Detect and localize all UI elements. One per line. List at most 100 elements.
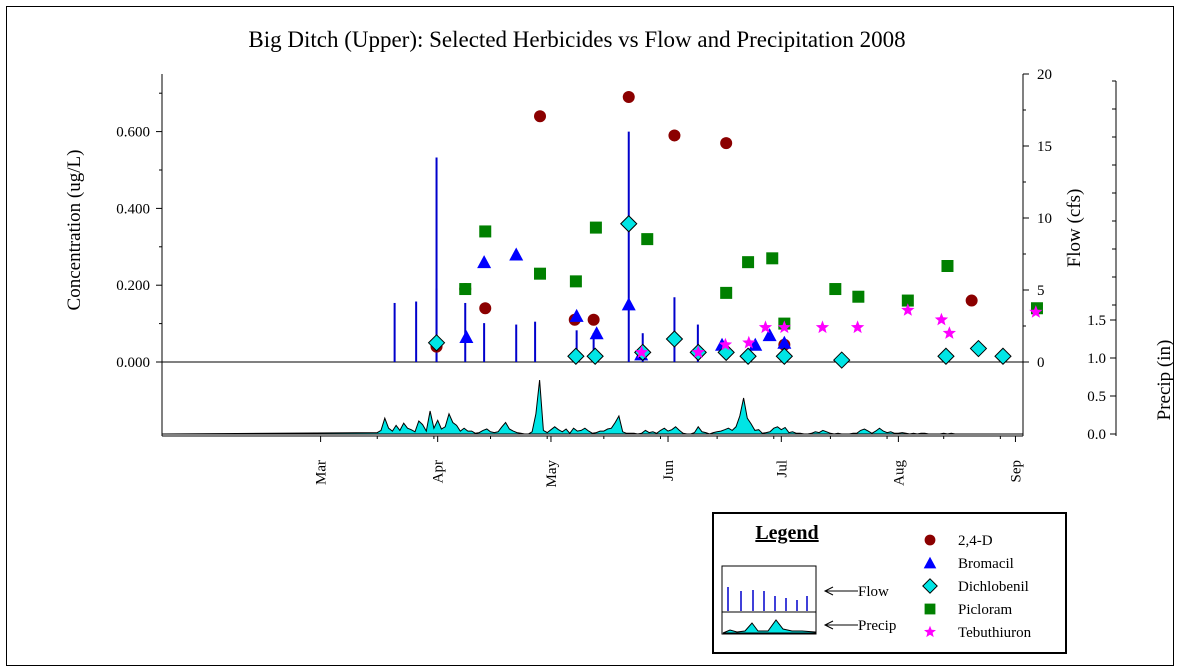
- y-axis-label: Concentration (ug/L): [64, 150, 85, 311]
- precip-area: [161, 379, 963, 435]
- dichlobenil-point: [775, 347, 794, 365]
- precip-axis-label: Precip (in): [1154, 340, 1175, 421]
- picloram-point: [641, 233, 654, 246]
- axis-ticks: 0.000 0.200 0.400 0.600 0 5 10 15 20 0.0 0.5 1.0 1.5…: [116, 67, 1116, 488]
- x-tick-label: Mar: [314, 460, 330, 485]
- dichlobenil-point: [620, 215, 638, 233]
- y-tick-label: 0.200: [116, 278, 150, 294]
- dichlobenil-point: [833, 351, 851, 369]
- picloram-point: [901, 294, 914, 307]
- picloram-point: [829, 283, 842, 296]
- picloram-point: [459, 283, 472, 296]
- y-tick-label: 0.600: [116, 125, 150, 141]
- x-tick-label: Sep: [1008, 460, 1024, 483]
- legend: Legend Flow Precip 2,4-D Bromacil Dichlobe…: [712, 512, 1067, 654]
- picloram-point: [479, 225, 492, 238]
- tebuthiuron-point: [758, 320, 773, 334]
- x-tick-label: Apr: [431, 460, 447, 483]
- 2-4-d-point: [534, 110, 547, 123]
- legend-tebuthiuron-label: Tebuthiuron: [958, 625, 1032, 641]
- dichlobenil-point: [739, 347, 757, 365]
- herbicide-series: [427, 91, 1043, 369]
- picloram-point: [941, 260, 954, 272]
- legend-precip-arrow: [823, 620, 858, 630]
- y-tick-label: 0.000: [116, 355, 150, 371]
- legend-precip-label: Precip: [858, 618, 896, 634]
- tebuthiuron-point: [1029, 305, 1043, 318]
- tebuthiuron-point: [934, 312, 949, 326]
- picloram-point: [569, 275, 582, 288]
- dichlobenil-point: [994, 347, 1012, 365]
- dichlobenil-point: [665, 330, 684, 348]
- legend-title: Legend: [755, 522, 818, 544]
- picloram-point: [852, 290, 865, 303]
- right-axes: [1022, 74, 1117, 436]
- 2-4-d-point: [720, 137, 733, 150]
- tebuthiuron-point: [742, 335, 756, 349]
- tebuthiuron-point: [634, 345, 649, 359]
- flow-axis-label: Flow (cfs): [1064, 189, 1085, 268]
- bromacil-point: [459, 330, 474, 344]
- x-tick-label: Aug: [891, 460, 907, 486]
- legend-flow-arrow: [823, 586, 858, 596]
- legend-dichlobenil-marker: [922, 578, 938, 594]
- legend-precip-area: [722, 619, 816, 634]
- flow-tick-label: 10: [1037, 211, 1052, 227]
- precip-series: [161, 379, 1023, 435]
- legend-entries: 2,4-D Bromacil Dichlobenil Picloram Tebuthiu…: [922, 533, 1032, 641]
- x-tick-label: Jul: [774, 460, 790, 478]
- legend-bromacil-marker: [923, 556, 937, 569]
- picloram-point: [720, 286, 733, 299]
- 2-4-d-point: [479, 302, 492, 315]
- legend-tebuthiuron-marker: [924, 625, 936, 638]
- tebuthiuron-point: [901, 303, 915, 316]
- tebuthiuron-point: [815, 320, 830, 334]
- legend-2-4-d-label: 2,4-D: [958, 533, 993, 549]
- precip-tick-label: 0.5: [1087, 389, 1106, 405]
- flow-tick-label: 20: [1037, 67, 1052, 83]
- tebuthiuron-point: [942, 326, 956, 339]
- picloram-point: [534, 267, 547, 280]
- precip-tick-label: 0.0: [1087, 427, 1106, 443]
- legend-picloram-marker: [924, 603, 936, 615]
- picloram-point: [589, 221, 602, 234]
- 2-4-d-point: [587, 313, 600, 326]
- chart-frame: [6, 6, 1174, 666]
- tebuthiuron-point: [718, 337, 733, 351]
- dichlobenil-point: [937, 347, 955, 365]
- legend-picloram-label: Picloram: [958, 602, 1012, 618]
- flow-tick-label: 0: [1037, 355, 1045, 371]
- dichlobenil-point: [969, 339, 988, 358]
- bromacil-point: [621, 297, 636, 311]
- bromacil-point: [589, 326, 604, 340]
- dichlobenil-point: [427, 334, 446, 352]
- legend-2-4-d-marker: [924, 534, 936, 546]
- y-tick-label: 0.400: [116, 201, 150, 217]
- precip-tick-label: 1.5: [1087, 313, 1106, 329]
- chart-title: Big Ditch (Upper): Selected Herbicides v…: [248, 27, 905, 52]
- bromacil-point: [762, 328, 777, 342]
- legend-bromacil-label: Bromacil: [958, 556, 1014, 572]
- flow-tick-label: 15: [1037, 139, 1052, 155]
- legend-dichlobenil-label: Dichlobenil: [958, 579, 1029, 595]
- tebuthiuron-point: [691, 345, 705, 359]
- bromacil-point: [569, 308, 584, 322]
- picloram-point: [766, 252, 779, 265]
- dichlobenil-point: [567, 347, 585, 365]
- bromacil-point: [509, 247, 524, 261]
- dichlobenil-point: [586, 347, 604, 365]
- 2-4-d-point: [668, 129, 681, 142]
- legend-flow-label: Flow: [858, 584, 889, 600]
- flow-tick-label: 5: [1037, 283, 1045, 299]
- picloram-point: [742, 256, 755, 269]
- tebuthiuron-point: [850, 320, 865, 334]
- tebuthiuron-point: [777, 320, 791, 334]
- precip-tick-label: 1.0: [1087, 351, 1106, 367]
- bromacil-point: [477, 255, 492, 269]
- flow-series: [393, 131, 786, 362]
- legend-mini-marks: [722, 587, 816, 634]
- x-tick-label: May: [544, 460, 560, 488]
- 2-4-d-point: [622, 91, 635, 104]
- bromacil-point: [777, 335, 792, 349]
